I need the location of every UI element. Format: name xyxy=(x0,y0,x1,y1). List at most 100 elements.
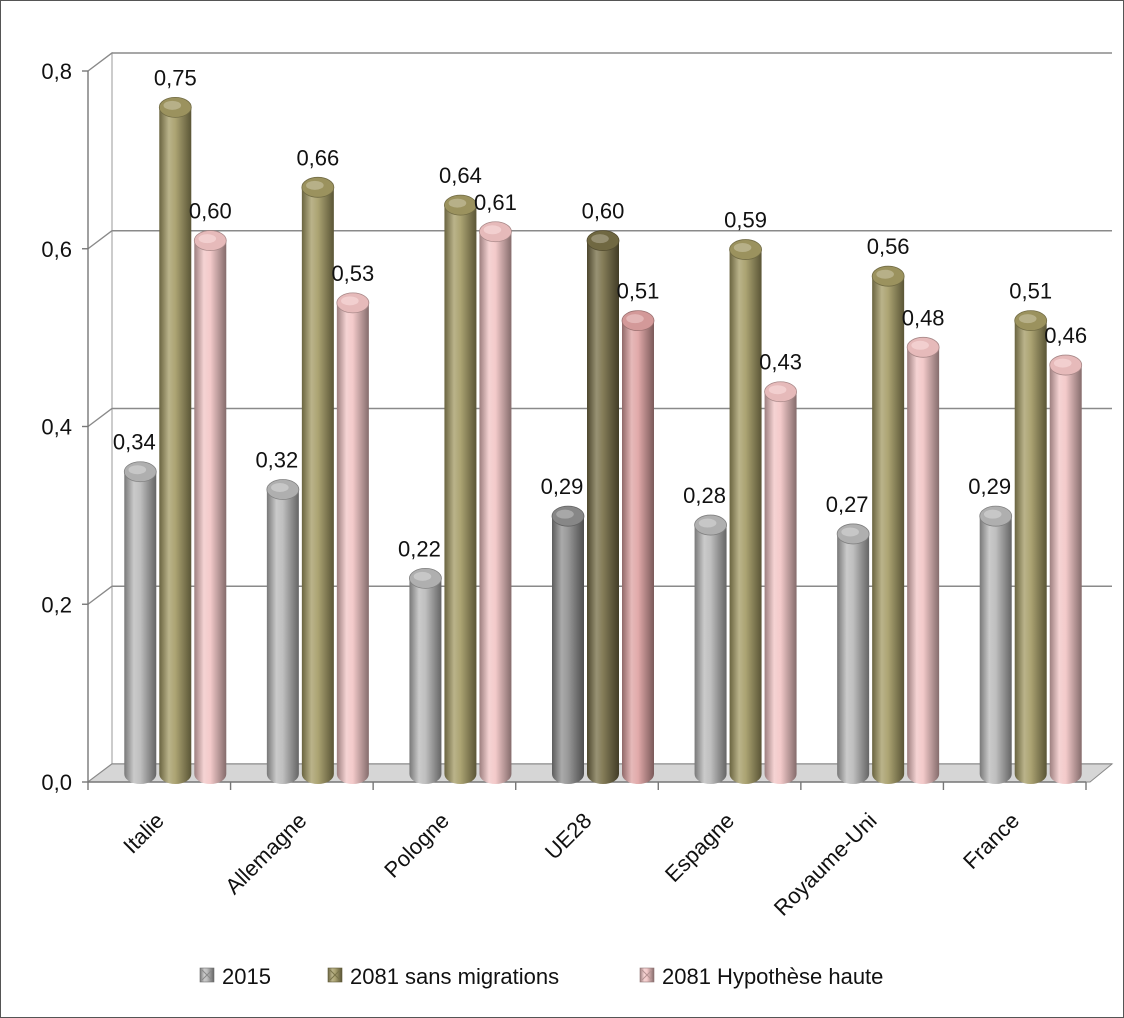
bar-cap-highlight xyxy=(163,100,182,110)
bar-cap-highlight xyxy=(1018,314,1037,324)
bar-body xyxy=(409,578,442,784)
data-label: 0,51 xyxy=(1009,279,1052,304)
bar-body xyxy=(159,107,192,784)
bar-cap-highlight xyxy=(128,465,147,475)
bars xyxy=(123,96,1083,785)
bar-body xyxy=(444,205,477,785)
data-label: 0,43 xyxy=(759,350,802,375)
x-axis: Italie Allemagne Pologne UE28 Espagne Royaume… xyxy=(87,781,1087,921)
category-label: Royaume-Uni xyxy=(769,808,882,921)
data-label: 0,22 xyxy=(398,536,441,561)
bar-body xyxy=(336,302,369,784)
data-labels: 0,34 0,75 0,60 0,32 0,66 0,53 0,22 0,640,61 0,29… xyxy=(113,65,1087,561)
bar-body xyxy=(587,240,619,784)
data-label: 0,60 xyxy=(189,199,232,224)
data-label: 0,56 xyxy=(867,234,910,259)
bar xyxy=(1014,310,1048,784)
bar-cap-highlight xyxy=(626,314,644,324)
bar-cap-highlight xyxy=(983,509,1002,519)
bar-body xyxy=(1049,365,1082,784)
bar-cap-highlight xyxy=(1053,358,1072,368)
legend-item: 2081 Hypothèse haute xyxy=(639,964,883,989)
bar xyxy=(871,265,905,784)
category-label: Pologne xyxy=(379,808,454,883)
bar-body xyxy=(979,516,1012,784)
data-label: 0,59 xyxy=(724,208,767,233)
data-label: 0,48 xyxy=(902,305,945,330)
legend-item: 2015 xyxy=(199,964,271,989)
bar xyxy=(551,505,585,784)
data-label: 0,32 xyxy=(255,448,298,473)
data-label: 0,27 xyxy=(826,492,869,517)
data-label: 0,34 xyxy=(113,430,156,455)
bar-cap-highlight xyxy=(591,234,609,244)
bar-body xyxy=(729,249,762,785)
bar-cap-highlight xyxy=(698,518,717,528)
y-tick-label: 0,8 xyxy=(41,59,72,84)
bar xyxy=(444,194,477,785)
category-label: Italie xyxy=(118,808,169,859)
category-label: UE28 xyxy=(540,808,597,865)
legend: 2015 2081 sans migrations 2081 Hypothèse h… xyxy=(199,964,883,989)
data-label: 0,51 xyxy=(617,279,660,304)
bar-body xyxy=(301,187,334,784)
bar xyxy=(621,310,655,784)
bar xyxy=(1049,354,1083,784)
bar-body xyxy=(266,489,299,784)
bar xyxy=(694,514,727,784)
bar xyxy=(836,523,870,784)
y-tick-label: 0,0 xyxy=(41,770,72,795)
bar-body xyxy=(907,347,940,784)
y-tick-label: 0,4 xyxy=(41,415,72,440)
bar xyxy=(979,505,1013,784)
bar-cap-highlight xyxy=(876,269,894,279)
bar xyxy=(266,479,300,784)
category-label: Allemagne xyxy=(220,808,311,899)
bar-body xyxy=(837,533,870,784)
bar-cap-highlight xyxy=(768,385,787,395)
bar-cap-highlight xyxy=(198,234,217,244)
data-label: 0,28 xyxy=(683,483,726,508)
bar xyxy=(158,96,192,784)
bar xyxy=(301,176,335,784)
data-label: 0,29 xyxy=(541,474,584,499)
legend-label: 2015 xyxy=(222,964,271,989)
bar-cap-highlight xyxy=(271,483,289,492)
data-label: 0,60 xyxy=(582,199,625,224)
data-label: 0,29 xyxy=(968,474,1011,499)
bar-body xyxy=(479,231,512,784)
data-label: 0,64 xyxy=(439,163,482,188)
category-label: Espagne xyxy=(660,808,739,887)
bar-body xyxy=(872,276,905,784)
gridline xyxy=(87,52,1112,72)
bar xyxy=(764,381,797,784)
bar-cap-highlight xyxy=(733,243,752,253)
bar xyxy=(193,230,227,784)
bar-cap-highlight xyxy=(341,296,359,306)
bar-body xyxy=(764,391,797,784)
bar xyxy=(729,239,762,785)
bar-cap-highlight xyxy=(841,527,859,537)
y-axis: 0,0 0,2 0,4 0,6 0,8 xyxy=(41,59,89,795)
bar-cap-highlight xyxy=(448,198,467,208)
legend-label: 2081 Hypothèse haute xyxy=(662,964,883,989)
bar xyxy=(906,336,940,784)
bar-body xyxy=(124,471,157,784)
data-label: 0,75 xyxy=(154,65,197,90)
bar-cap-highlight xyxy=(556,509,574,519)
category-label: France xyxy=(958,808,1024,874)
bar xyxy=(586,230,620,784)
bar-body xyxy=(622,320,654,784)
legend-item: 2081 sans migrations xyxy=(327,964,559,989)
bar xyxy=(336,292,370,784)
bar-body xyxy=(194,240,227,784)
data-label: 0,46 xyxy=(1044,323,1087,348)
bar-cap-highlight xyxy=(911,340,929,350)
bar-cap-highlight xyxy=(306,180,324,190)
y-tick-label: 0,2 xyxy=(41,592,72,617)
data-label: 0,66 xyxy=(296,145,339,170)
bar-cap-highlight xyxy=(413,571,432,581)
bar-cap-highlight xyxy=(483,225,502,235)
data-label: 0,53 xyxy=(331,261,374,286)
